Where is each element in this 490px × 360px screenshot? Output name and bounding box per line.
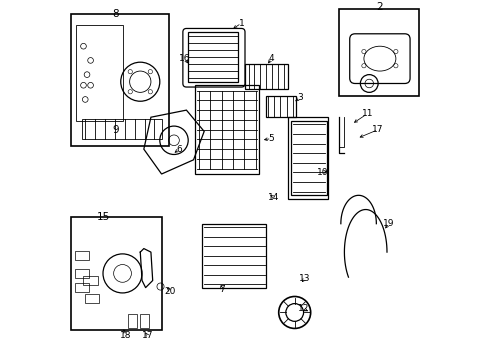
Bar [85,294,99,302]
Text: 17: 17 [372,125,384,134]
Bar [74,283,89,292]
Bar [71,217,162,330]
Bar [83,276,98,285]
Text: 9: 9 [112,125,119,135]
Text: 4: 4 [269,54,274,63]
Text: 1: 1 [239,19,245,28]
Bar [288,117,328,199]
Text: 14: 14 [268,193,279,202]
Bar [291,121,327,195]
Bar [188,32,238,82]
Bar [74,251,89,260]
Bar [140,314,149,328]
Text: 13: 13 [299,274,310,283]
Bar [202,224,266,288]
Bar [82,119,162,139]
Text: 19: 19 [383,219,394,228]
Text: 12: 12 [298,305,309,314]
Text: 20: 20 [165,287,176,296]
Text: 11: 11 [362,109,373,118]
Bar [266,96,296,117]
Bar [245,64,288,89]
Text: 16: 16 [179,54,191,63]
Bar [74,269,89,278]
Bar [339,9,419,96]
Text: 7: 7 [219,285,225,294]
Text: 5: 5 [269,134,274,143]
Text: 15: 15 [97,212,110,222]
Text: 17: 17 [142,331,153,340]
Bar [76,25,122,121]
Bar [128,314,137,328]
Text: 3: 3 [297,93,303,102]
Text: 18: 18 [121,331,132,340]
Text: 10: 10 [317,168,328,177]
Bar [71,14,169,145]
Text: 2: 2 [377,2,383,12]
Text: 6: 6 [176,145,182,154]
Bar [196,85,259,174]
Text: 8: 8 [112,9,119,19]
